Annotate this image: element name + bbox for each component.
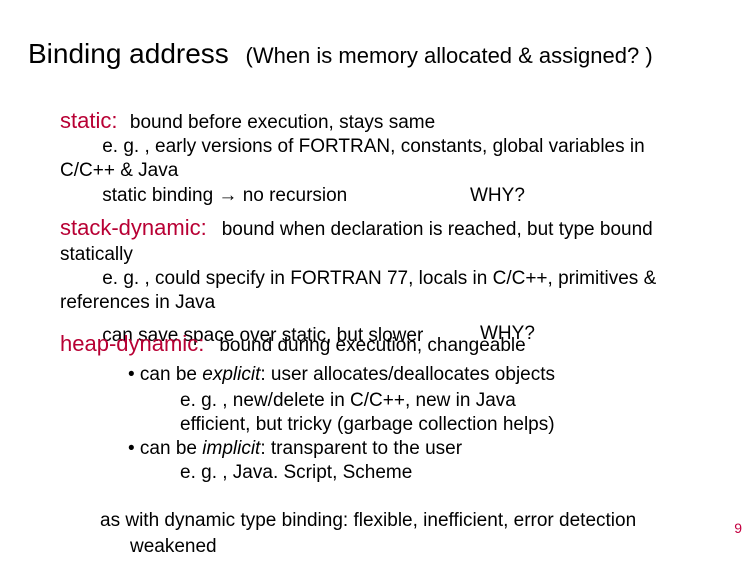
heap-def-text: bound during execution, changeable (219, 335, 525, 356)
stack-def: bound when declaration is reached, but t… (211, 219, 653, 240)
b2-suffix: : transparent to the user (260, 438, 462, 459)
static-def: bound before execution, stays same (130, 112, 435, 133)
title-sub: (When is memory allocated & assigned? ) (233, 43, 652, 68)
slide-title: Binding address (When is memory allocate… (28, 38, 653, 70)
title-main: Binding address (28, 38, 229, 69)
stack-statically: statically (60, 244, 730, 266)
stack-eg-text: e. g. , could specify in FORTRAN 77, loc… (102, 268, 656, 289)
footer-line-1: as with dynamic type binding: flexible, … (100, 510, 720, 532)
stack-example-2: references in Java (60, 292, 730, 314)
heap-bullet-implicit: • can be implicit: transparent to the us… (128, 438, 728, 460)
stack-label: stack-dynamic: (60, 215, 207, 240)
static-why: WHY? (470, 185, 525, 207)
static-label: static: (60, 108, 117, 133)
heap-row: heap-dynamic: bound during execution, ch… (60, 331, 730, 357)
b2-prefix: • can be (128, 438, 202, 459)
heap-def: bound during execution, changeable (209, 335, 526, 356)
heap-explicit-note: efficient, but tricky (garbage collectio… (180, 414, 740, 436)
static-eg-text: e. g. , early versions of FORTRAN, const… (102, 136, 644, 157)
static-row: static: bound before execution, stays sa… (60, 108, 730, 134)
heap-implicit-eg: e. g. , Java. Script, Scheme (180, 462, 740, 484)
heap-label: heap-dynamic: (60, 331, 204, 356)
b2-em: implicit (202, 438, 260, 459)
footer-line-2: weakened (130, 536, 730, 558)
stack-def-text: bound when declaration is reached, but t… (222, 219, 653, 240)
static-binding-line: static binding → no recursion (60, 185, 730, 207)
static-example-1: e. g. , early versions of FORTRAN, const… (60, 136, 730, 158)
heap-explicit-eg: e. g. , new/delete in C/C++, new in Java (180, 390, 740, 412)
b1-em: explicit (202, 364, 260, 385)
static-example-2: C/C++ & Java (60, 160, 730, 182)
b1-suffix: : user allocates/deallocates objects (260, 364, 555, 385)
title-sub-text: (When is memory allocated & assigned? ) (246, 43, 653, 68)
stack-example-1: e. g. , could specify in FORTRAN 77, loc… (60, 268, 730, 290)
page-number: 9 (734, 520, 742, 536)
b1-prefix: • can be (128, 364, 202, 385)
stack-row: stack-dynamic: bound when declaration is… (60, 215, 730, 241)
static-binding-text: static binding → no recursion (102, 185, 347, 206)
heap-bullet-explicit: • can be explicit: user allocates/deallo… (128, 364, 728, 386)
